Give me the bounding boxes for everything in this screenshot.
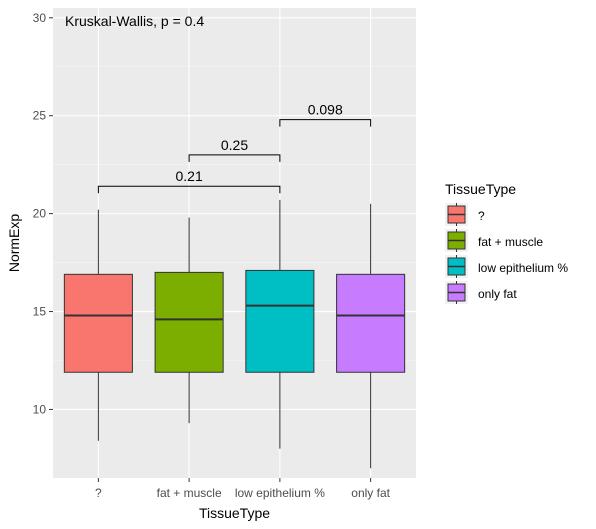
comparison-bracket xyxy=(97,185,281,194)
box-only-fat xyxy=(336,203,406,469)
box-fat-muscle xyxy=(154,217,224,424)
panel-background xyxy=(53,8,416,478)
y-tick-label: 30 xyxy=(33,11,47,25)
y-tick-label: 15 xyxy=(33,305,47,319)
legend-item-only-fat: only fat xyxy=(445,281,517,304)
comparison-low-epithelium-vs-only-fat: 0.098 xyxy=(279,102,372,127)
comparisons: 0.21 0.25 0.098 xyxy=(97,102,372,194)
x-tick-label: low epithelium % xyxy=(235,486,325,500)
y-axis: 10 15 20 25 30 xyxy=(33,11,53,416)
x-tick-label: ? xyxy=(95,486,102,500)
legend-item-label: low epithelium % xyxy=(478,261,568,275)
y-axis-title: NormExp xyxy=(6,214,22,273)
box-iqr xyxy=(154,271,224,373)
y-tick-label: 25 xyxy=(33,109,47,123)
comparison-fat-muscle-vs-low-epithelium: 0.25 xyxy=(188,137,281,162)
box-iqr xyxy=(63,273,133,373)
x-axis: ? fat + muscle low epithelium % only fat xyxy=(95,478,391,500)
y-tick-label: 20 xyxy=(33,207,47,221)
legend-item-label: fat + muscle xyxy=(478,235,543,249)
x-tick-label: only fat xyxy=(351,486,390,500)
legend-item-label: ? xyxy=(478,209,485,223)
box-low-epithelium xyxy=(245,199,315,449)
comparison-p-value: 0.25 xyxy=(221,137,248,153)
box-iqr xyxy=(336,273,406,373)
legend-item-unknown: ? xyxy=(445,203,485,226)
comparison-unknown-vs-low-epithelium: 0.21 xyxy=(97,168,281,194)
box-iqr xyxy=(245,269,315,373)
comparison-p-value: 0.21 xyxy=(176,168,203,184)
legend-item-low-epithelium: low epithelium % xyxy=(445,255,568,278)
comparison-p-value: 0.098 xyxy=(308,102,343,118)
legend-item-label: only fat xyxy=(478,287,517,301)
x-axis-title: TissueType xyxy=(199,505,270,521)
legend-item-fat-muscle: fat + muscle xyxy=(445,229,543,252)
legend-title: TissueType xyxy=(445,181,516,197)
x-tick-label: fat + muscle xyxy=(157,486,222,500)
box-unknown xyxy=(63,209,133,441)
boxes xyxy=(63,199,406,469)
kruskal-wallis-annotation: Kruskal-Wallis, p = 0.4 xyxy=(65,13,204,29)
comparison-bracket xyxy=(279,119,372,127)
legend: TissueType ? fat + muscle low epithelium %… xyxy=(445,181,568,304)
comparison-bracket xyxy=(188,154,281,162)
y-tick-label: 10 xyxy=(33,402,47,416)
